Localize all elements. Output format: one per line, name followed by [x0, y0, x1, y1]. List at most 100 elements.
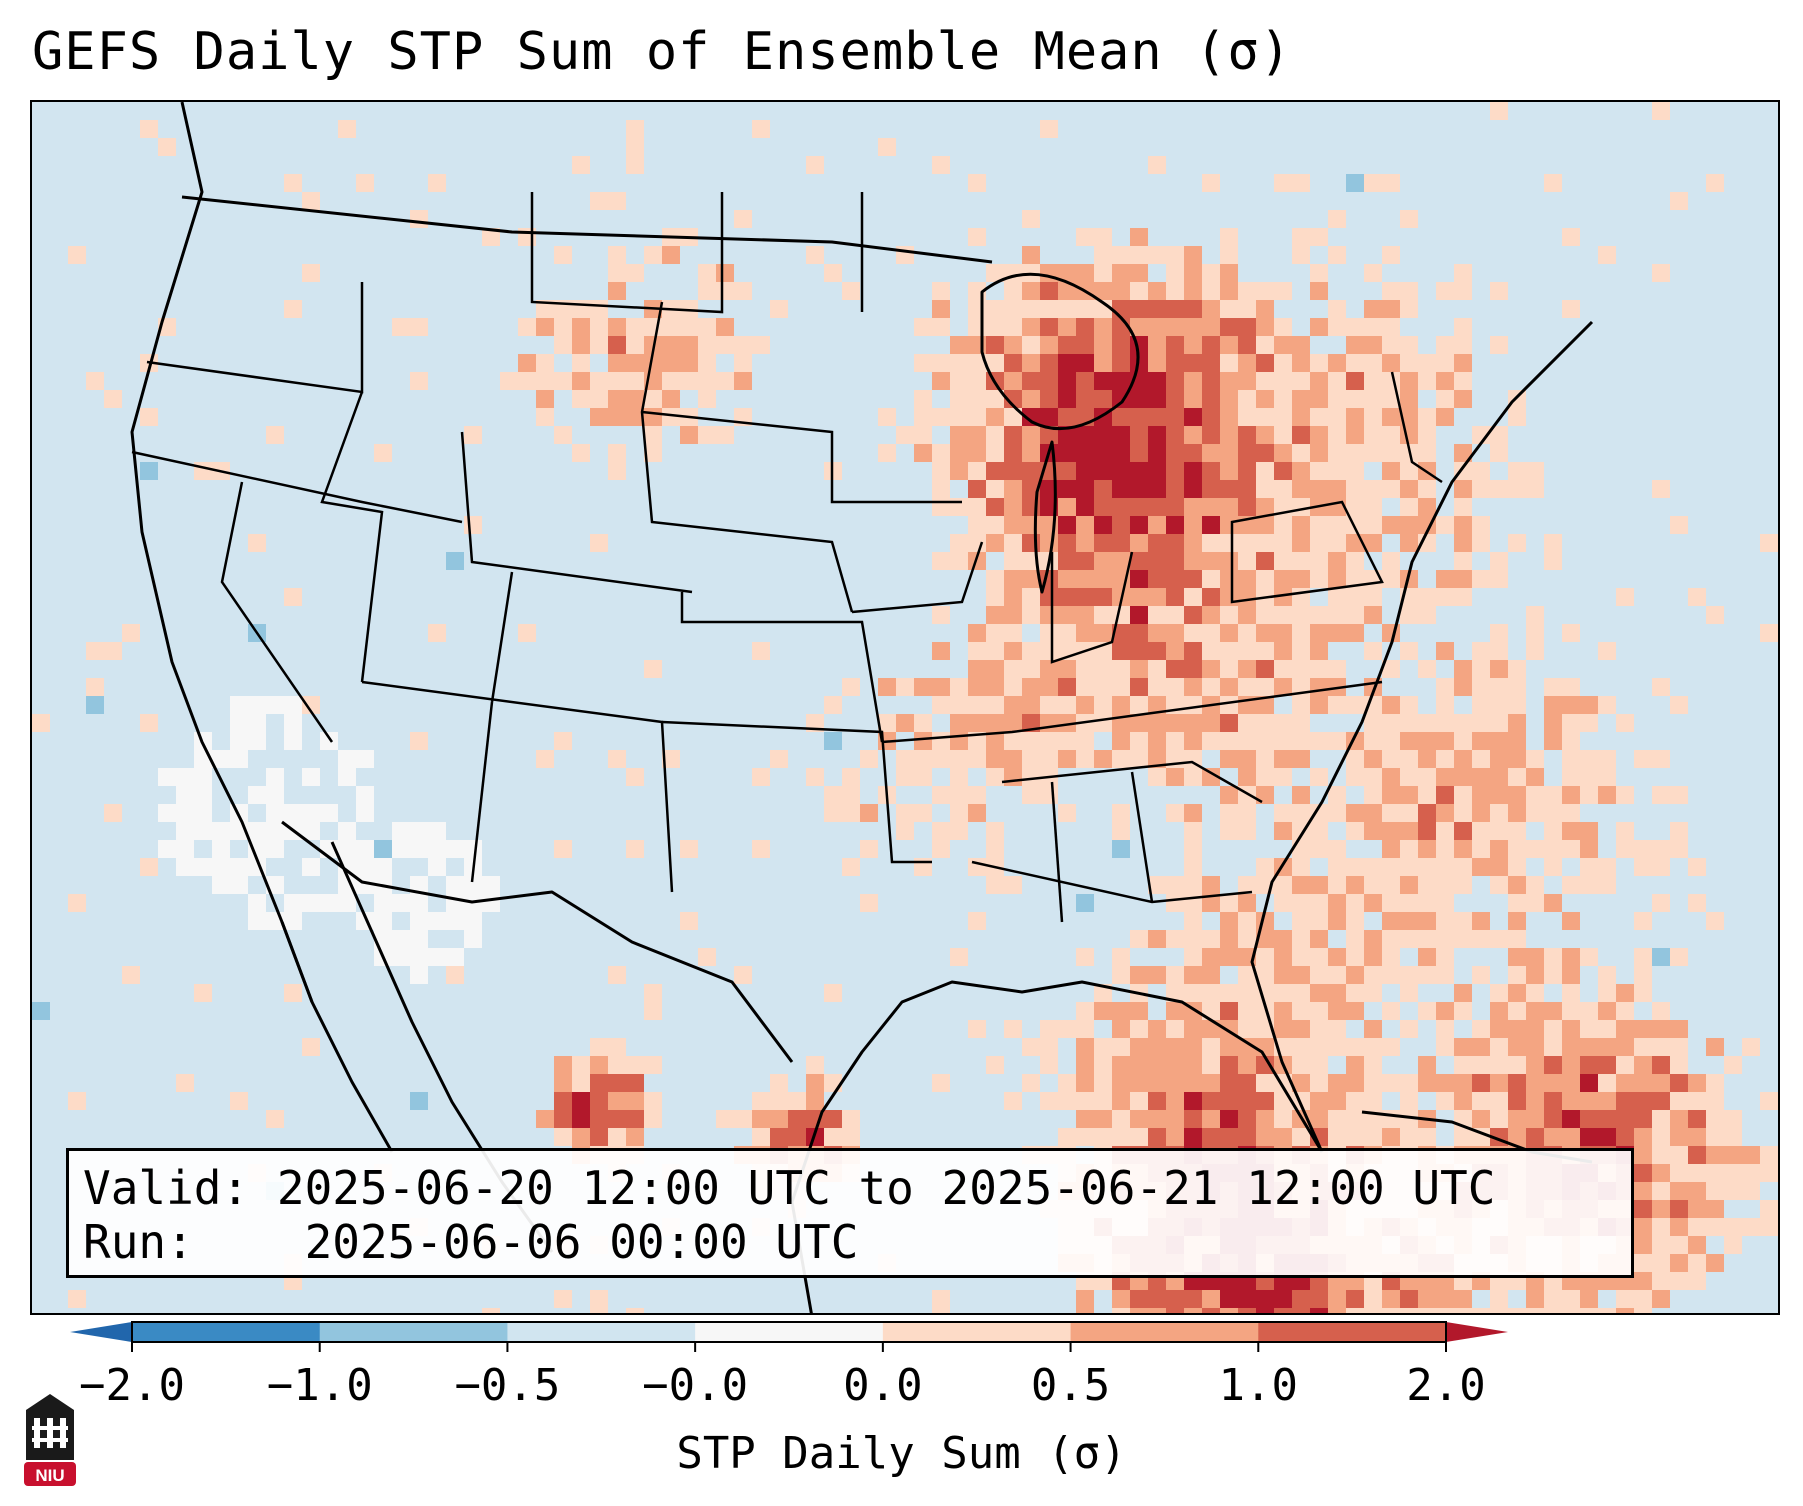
stp-cell: [1184, 588, 1202, 606]
stp-cell: [608, 390, 626, 408]
stp-cell: [1274, 822, 1292, 840]
stp-cell: [806, 156, 824, 174]
stp-cell: [1508, 1128, 1526, 1146]
stp-cell: [1202, 642, 1220, 660]
stp-cell: [968, 462, 986, 480]
stp-cell: [1184, 858, 1202, 876]
stp-cell: [1472, 1092, 1490, 1110]
stp-cell: [1454, 1002, 1472, 1020]
stp-cell: [1220, 696, 1238, 714]
stp-cell: [1220, 804, 1238, 822]
stp-cell: [338, 822, 356, 840]
stp-cell: [1706, 1146, 1724, 1164]
stp-cell: [1328, 318, 1346, 336]
stp-cell: [1130, 444, 1148, 462]
stp-cell: [1616, 1128, 1634, 1146]
stp-cell: [1040, 534, 1058, 552]
stp-cell: [1112, 1128, 1130, 1146]
stp-cell: [1130, 750, 1148, 768]
stp-cell: [1364, 1308, 1382, 1313]
stp-cell: [1634, 984, 1652, 1002]
stp-cell: [1328, 1002, 1346, 1020]
stp-cell: [1076, 1092, 1094, 1110]
stp-cell: [1274, 1002, 1292, 1020]
colorbar-bin: [695, 1322, 884, 1342]
stp-cell: [1040, 606, 1058, 624]
stp-cell: [590, 1308, 608, 1313]
stp-cell: [1220, 912, 1238, 930]
stp-cell: [1076, 894, 1094, 912]
stp-cell: [1418, 948, 1436, 966]
stp-cell: [1292, 894, 1310, 912]
stp-cell: [1238, 444, 1256, 462]
stp-cell: [1418, 876, 1436, 894]
stp-cell: [1292, 858, 1310, 876]
stp-cell: [1562, 1128, 1580, 1146]
stp-cell: [1022, 246, 1040, 264]
stp-cell: [932, 1290, 950, 1308]
stp-cell: [1040, 1092, 1058, 1110]
stp-cell: [1220, 228, 1238, 246]
stp-cell: [1040, 696, 1058, 714]
stp-cell: [1256, 570, 1274, 588]
stp-cell: [1022, 354, 1040, 372]
stp-cell: [590, 1038, 608, 1056]
stp-cell: [1112, 1308, 1130, 1313]
stp-cell: [1436, 876, 1454, 894]
stp-cell: [932, 282, 950, 300]
stp-cell: [248, 822, 266, 840]
stp-cell: [1652, 1002, 1670, 1020]
stp-cell: [1400, 696, 1418, 714]
stp-cell: [914, 804, 932, 822]
stp-cell: [1004, 300, 1022, 318]
stp-cell: [1436, 336, 1454, 354]
stp-cell: [1544, 966, 1562, 984]
stp-cell: [1166, 1074, 1184, 1092]
stp-cell: [1400, 930, 1418, 948]
stp-cell: [1184, 246, 1202, 264]
stp-cell: [266, 804, 284, 822]
stp-cell: [1400, 858, 1418, 876]
stp-cell: [1166, 660, 1184, 678]
stp-cell: [1598, 696, 1616, 714]
stp-cell: [1130, 624, 1148, 642]
stp-cell: [1544, 1020, 1562, 1038]
stp-cell: [1166, 588, 1184, 606]
stp-cell: [1364, 444, 1382, 462]
stp-cell: [1220, 282, 1238, 300]
stp-cell: [986, 390, 1004, 408]
colorbar-bin: [319, 1322, 508, 1342]
stp-cell: [1292, 930, 1310, 948]
stp-cell: [176, 858, 194, 876]
stp-cell: [1022, 786, 1040, 804]
stp-cell: [1112, 678, 1130, 696]
stp-cell: [1148, 1128, 1166, 1146]
stp-cell: [1166, 768, 1184, 786]
stp-cell: [1184, 1056, 1202, 1074]
stp-cell: [608, 1074, 626, 1092]
stp-cell: [1724, 1218, 1742, 1236]
stp-cell: [1148, 606, 1166, 624]
stp-cell: [1148, 570, 1166, 588]
stp-cell: [824, 696, 842, 714]
stp-cell: [1526, 1020, 1544, 1038]
stp-cell: [1454, 570, 1472, 588]
stp-cell: [1400, 642, 1418, 660]
stp-cell: [1634, 1272, 1652, 1290]
stp-cell: [950, 462, 968, 480]
stp-cell: [194, 462, 212, 480]
stp-cell: [1292, 786, 1310, 804]
stp-cell: [1364, 750, 1382, 768]
stp-cell: [1544, 804, 1562, 822]
stp-cell: [968, 444, 986, 462]
stp-cell: [464, 516, 482, 534]
stp-cell: [1058, 732, 1076, 750]
stp-cell: [1148, 372, 1166, 390]
stp-cell: [1004, 282, 1022, 300]
stp-cell: [356, 750, 374, 768]
stp-cell: [1166, 624, 1184, 642]
stp-cell: [662, 372, 680, 390]
stp-cell: [1328, 606, 1346, 624]
stp-cell: [1346, 1092, 1364, 1110]
stp-cell: [1490, 732, 1508, 750]
